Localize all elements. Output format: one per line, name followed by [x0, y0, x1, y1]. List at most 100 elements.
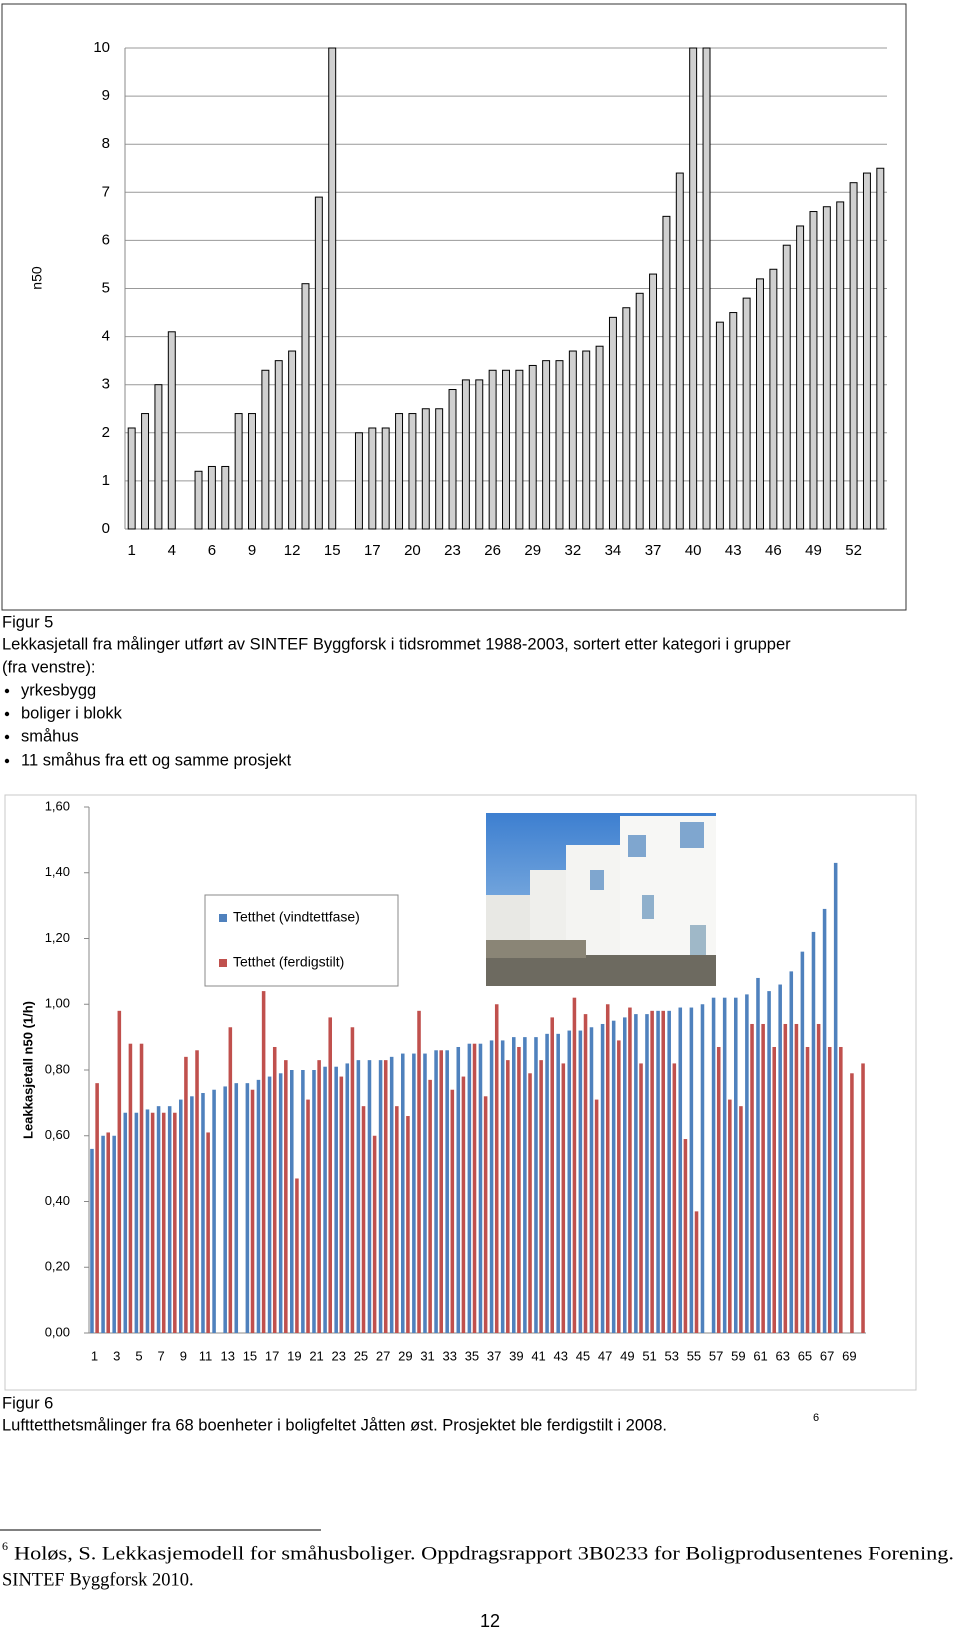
bar — [467, 1043, 472, 1333]
bar — [583, 1014, 588, 1333]
bar — [323, 1066, 327, 1333]
bar — [761, 1023, 765, 1333]
bar — [595, 345, 604, 530]
bullet-text: boliger i blokk — [21, 704, 123, 722]
bar — [489, 1040, 494, 1333]
bar — [683, 1139, 688, 1333]
x-tick-label: 51 — [642, 1348, 656, 1363]
bar — [772, 1046, 777, 1333]
x-tick-label: 25 — [354, 1348, 368, 1363]
bar — [769, 268, 778, 530]
bar — [756, 278, 764, 530]
x-tick-label: 27 — [376, 1348, 390, 1363]
bar — [800, 951, 805, 1333]
bar — [150, 1112, 155, 1333]
caption-line: Lekkasjetall fra målinger utført av SINT… — [2, 635, 791, 653]
bar — [822, 206, 831, 530]
bar — [212, 1089, 216, 1333]
bar — [739, 1106, 743, 1333]
y-tick-label: 3 — [102, 376, 110, 393]
x-tick-label: 69 — [842, 1348, 856, 1363]
y-tick-label: 10 — [93, 39, 110, 56]
bar — [90, 1148, 94, 1333]
bar — [568, 350, 577, 530]
bar — [334, 1066, 338, 1333]
bar — [849, 182, 858, 530]
bar — [400, 1053, 405, 1333]
x-tick-label: 9 — [248, 542, 256, 559]
bar — [733, 997, 738, 1333]
bar — [421, 408, 430, 530]
figure-label: Figur 5 — [2, 613, 53, 631]
x-tick-label: 49 — [805, 542, 822, 559]
bar — [622, 307, 631, 530]
x-tick-label: 19 — [287, 1348, 301, 1363]
bar — [234, 413, 243, 530]
bar — [617, 1040, 621, 1333]
bar — [794, 1023, 799, 1333]
bar — [833, 862, 838, 1333]
x-tick-label: 55 — [687, 1348, 701, 1363]
bullet — [4, 758, 10, 764]
bar — [450, 1089, 455, 1333]
bar — [722, 997, 727, 1333]
bar — [836, 201, 845, 530]
bullet-text: 11 småhus fra ett og samme prosjekt — [21, 751, 292, 769]
bar — [261, 369, 270, 530]
y-tick-label: 0 — [102, 520, 110, 537]
x-tick-label: 1 — [91, 1348, 98, 1363]
bar — [728, 1099, 732, 1333]
bar — [106, 1132, 111, 1333]
bar — [314, 196, 323, 530]
x-tick-label: 20 — [404, 542, 421, 559]
x-tick-label: 12 — [284, 542, 301, 559]
y-tick-label: 0,40 — [45, 1193, 70, 1208]
bar — [475, 379, 484, 530]
y-tick-label: 0,00 — [45, 1324, 70, 1339]
bar — [134, 1112, 139, 1333]
bar — [649, 273, 658, 530]
bar — [195, 1050, 199, 1333]
x-tick-label: 7 — [158, 1348, 165, 1363]
x-tick-label: 5 — [135, 1348, 142, 1363]
bar — [439, 1050, 444, 1333]
x-tick-label: 9 — [180, 1348, 187, 1363]
bar — [816, 1023, 821, 1333]
y-tick-label: 4 — [102, 328, 110, 345]
x-tick-label: 40 — [685, 542, 702, 559]
bar — [778, 984, 782, 1333]
bar — [221, 465, 230, 530]
y-tick-label: 1 — [102, 472, 110, 489]
y-tick-label: 2 — [102, 424, 110, 441]
x-tick-label: 57 — [709, 1348, 723, 1363]
bullet — [4, 688, 10, 694]
legend-swatch — [219, 959, 227, 967]
bar — [667, 1010, 671, 1333]
x-tick-label: 29 — [398, 1348, 412, 1363]
bar — [267, 1076, 272, 1333]
bar — [494, 1004, 499, 1333]
x-tick-label: 17 — [364, 542, 381, 559]
bar — [184, 1056, 188, 1333]
footnote-ref: 6 — [813, 1412, 819, 1424]
bar — [261, 991, 266, 1333]
bar — [550, 1017, 555, 1333]
x-tick-label: 33 — [443, 1348, 457, 1363]
bar — [406, 1116, 410, 1333]
bar — [662, 215, 671, 530]
bar — [161, 1112, 166, 1333]
bar — [167, 331, 176, 530]
bar — [678, 1007, 683, 1333]
y-tick-label: 1,60 — [45, 798, 70, 813]
bar — [702, 47, 711, 530]
x-tick-label: 29 — [524, 542, 541, 559]
caption-line: (fra venstre): — [2, 658, 96, 676]
bar — [745, 994, 749, 1333]
bar — [750, 1023, 754, 1333]
x-tick-label: 17 — [265, 1348, 279, 1363]
y-tick-label: 7 — [102, 183, 110, 200]
bar — [796, 225, 805, 530]
bar — [328, 1017, 333, 1333]
x-tick-label: 53 — [665, 1348, 679, 1363]
figure-label: Figur 6 — [2, 1394, 53, 1412]
